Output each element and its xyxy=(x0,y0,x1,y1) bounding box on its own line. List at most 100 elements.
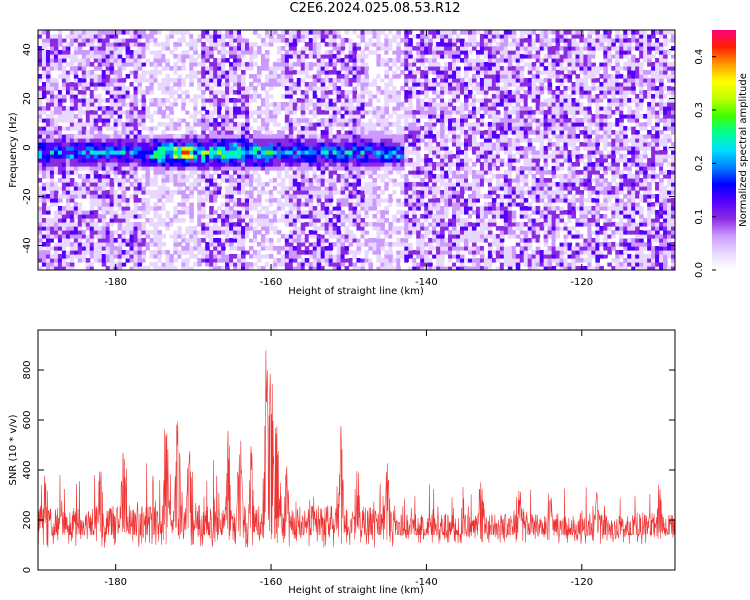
heatmap-cell xyxy=(221,198,226,203)
heatmap-cell xyxy=(316,258,322,263)
heatmap-cell xyxy=(272,102,278,107)
heatmap-cell xyxy=(272,190,278,195)
heatmap-cell xyxy=(149,138,155,143)
heatmap-cell xyxy=(360,186,366,191)
heatmap-cell xyxy=(380,118,385,123)
heatmap-cell xyxy=(292,262,298,267)
heatmap-cell xyxy=(89,126,95,131)
heatmap-cell xyxy=(177,154,182,159)
heatmap-cell xyxy=(356,66,362,71)
heatmap-cell xyxy=(280,126,286,131)
heatmap-cell xyxy=(416,230,421,235)
heatmap-cell xyxy=(165,174,170,179)
heatmap-cell xyxy=(229,78,234,83)
heatmap-cell xyxy=(181,210,186,215)
heatmap-cell xyxy=(81,182,87,187)
heatmap-cell xyxy=(420,118,425,123)
heatmap-cell xyxy=(292,266,298,270)
heatmap-cell xyxy=(412,118,417,123)
heatmap-cell xyxy=(284,186,290,191)
heatmap-cell xyxy=(105,202,111,207)
heatmap-cell xyxy=(61,222,67,227)
heatmap-cell xyxy=(77,250,83,255)
heatmap-cell xyxy=(272,118,278,123)
heatmap-cell xyxy=(197,90,202,95)
heatmap-cell xyxy=(388,134,393,139)
heatmap-cell xyxy=(221,150,226,155)
heatmap-cell xyxy=(89,210,95,215)
heatmap-cell xyxy=(249,238,254,243)
heatmap-cell xyxy=(396,46,401,51)
heatmap-cell xyxy=(89,234,95,239)
heatmap-cell xyxy=(129,30,135,35)
heatmap-cell xyxy=(432,86,437,91)
heatmap-cell xyxy=(316,58,322,63)
heatmap-cell xyxy=(380,154,385,159)
heatmap-cell xyxy=(344,130,350,135)
heatmap-cell xyxy=(260,82,266,87)
heatmap-cell xyxy=(133,250,139,255)
heatmap-cell xyxy=(77,174,83,179)
heatmap-cell xyxy=(169,50,174,55)
heatmap-cell xyxy=(173,178,178,183)
heatmap-cell xyxy=(344,62,350,67)
heatmap-cell xyxy=(332,162,338,167)
heatmap-cell xyxy=(328,94,334,99)
heatmap-cell xyxy=(109,234,115,239)
heatmap-cell xyxy=(292,106,298,111)
heatmap-cell xyxy=(372,134,378,139)
heatmap-cell xyxy=(324,214,330,219)
heatmap-cell xyxy=(292,246,298,251)
heatmap-cell xyxy=(185,146,190,151)
heatmap-cell xyxy=(352,194,358,199)
heatmap-cell xyxy=(424,258,429,263)
heatmap-cell xyxy=(41,134,47,139)
heatmap-cell xyxy=(229,50,234,55)
heatmap-cell xyxy=(205,250,210,255)
heatmap-cell xyxy=(320,50,326,55)
heatmap-cell xyxy=(428,206,433,211)
heatmap-cell xyxy=(41,138,47,143)
heatmap-cell xyxy=(396,142,401,147)
heatmap-cell xyxy=(225,170,230,175)
heatmap-cell xyxy=(105,174,111,179)
heatmap-cell xyxy=(165,62,170,67)
heatmap-cell xyxy=(400,70,405,75)
heatmap-cell xyxy=(173,242,178,247)
heatmap-cell xyxy=(233,126,238,131)
heatmap-cell xyxy=(356,222,362,227)
heatmap-cell xyxy=(392,134,397,139)
heatmap-cell xyxy=(340,218,346,223)
heatmap-cell xyxy=(304,166,310,171)
heatmap-cell xyxy=(300,114,306,119)
heatmap-cell xyxy=(404,174,409,179)
heatmap-cell xyxy=(352,202,358,207)
heatmap-cell xyxy=(428,126,433,131)
heatmap-cell xyxy=(388,254,393,259)
heatmap-cell xyxy=(193,162,198,167)
heatmap-cell xyxy=(129,222,135,227)
heatmap-cell xyxy=(73,210,79,215)
heatmap-cell xyxy=(396,166,401,171)
heatmap-cell xyxy=(69,70,75,75)
heatmap-cell xyxy=(260,98,266,103)
heatmap-cell xyxy=(133,158,139,163)
heatmap-cell xyxy=(336,214,342,219)
heatmap-cell xyxy=(209,70,214,75)
heatmap-cell xyxy=(97,178,103,183)
heatmap-cell xyxy=(213,62,218,67)
heatmap-cell xyxy=(57,254,63,259)
heatmap-cell xyxy=(97,150,103,155)
heatmap-cell xyxy=(73,86,79,91)
heatmap-cell xyxy=(372,246,378,251)
heatmap-cell xyxy=(392,258,397,263)
heatmap-cell xyxy=(81,162,87,167)
heatmap-cell xyxy=(312,134,318,139)
heatmap-cell xyxy=(376,194,381,199)
heatmap-cell xyxy=(260,138,266,143)
heatmap-cell xyxy=(177,226,182,231)
heatmap-cell xyxy=(308,50,314,55)
heatmap-cell xyxy=(408,198,413,203)
heatmap-cell xyxy=(77,82,83,87)
heatmap-cell xyxy=(85,178,91,183)
